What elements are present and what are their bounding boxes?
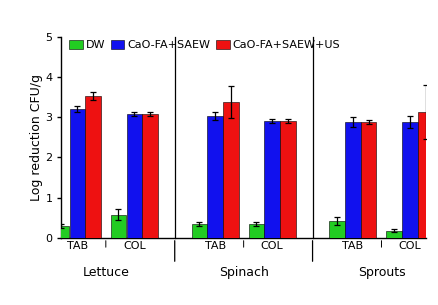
Y-axis label: Log reduction CFU/g: Log reduction CFU/g (29, 74, 42, 201)
Bar (85, 96, 101, 238)
Bar (70, 109, 85, 238)
Bar (328, 221, 344, 238)
Bar (191, 224, 206, 238)
Bar (126, 114, 142, 238)
Bar (223, 102, 238, 238)
Text: Lettuce: Lettuce (82, 266, 129, 279)
Legend: DW, CaO-FA+SAEW, CaO-FA+SAEW+US: DW, CaO-FA+SAEW, CaO-FA+SAEW+US (67, 38, 342, 53)
Bar (280, 121, 295, 238)
Text: Spinach: Spinach (218, 266, 268, 279)
Text: Sprouts: Sprouts (357, 266, 404, 279)
Bar (110, 214, 126, 238)
Bar (344, 122, 360, 238)
Bar (207, 116, 223, 238)
Bar (360, 122, 376, 238)
Bar (264, 121, 279, 238)
Bar (417, 112, 433, 238)
Bar (248, 224, 263, 238)
Bar (401, 122, 417, 238)
Bar (385, 231, 401, 238)
Bar (53, 226, 69, 238)
Bar (142, 114, 158, 238)
